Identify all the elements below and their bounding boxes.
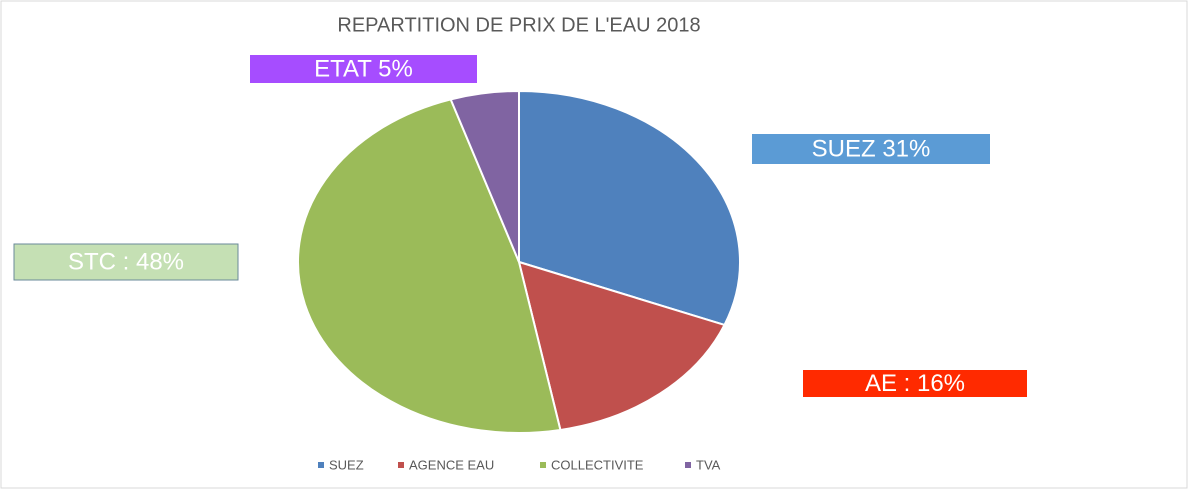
data-label: ETAT 5%: [314, 55, 413, 82]
legend-label: TVA: [696, 457, 721, 472]
legend-swatch: [318, 462, 324, 468]
data-label: AE : 16%: [865, 370, 965, 397]
data-label-box: [803, 370, 1027, 397]
legend-swatch: [398, 462, 404, 468]
legend-label: AGENCE EAU: [409, 457, 494, 472]
legend-swatch: [540, 462, 546, 468]
data-label-box: [250, 55, 477, 83]
pie-slice: [518, 89, 741, 327]
chart-title: REPARTITION DE PRIX DE L'EAU 2018: [337, 14, 700, 36]
pie-slice: [297, 98, 562, 434]
legend-swatch: [685, 462, 691, 468]
data-label: SUEZ 31%: [812, 135, 931, 162]
data-label: STC : 48%: [68, 248, 184, 275]
pie-slice: [517, 260, 726, 432]
legend-label: SUEZ: [329, 457, 364, 472]
pie-slice: [449, 89, 520, 263]
legend-label: COLLECTIVITE: [551, 457, 644, 472]
data-label-box: [752, 134, 990, 164]
data-label-box: [13, 243, 239, 281]
